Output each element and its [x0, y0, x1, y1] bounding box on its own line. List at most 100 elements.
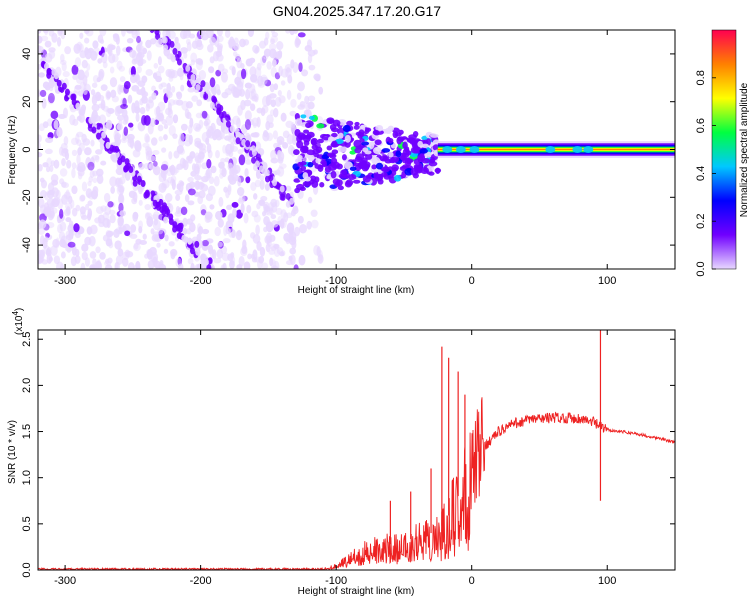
spectrogram-cell: [260, 56, 266, 66]
spectrogram-cell: [181, 100, 189, 111]
spectrogram-cell: [81, 59, 88, 69]
spectrogram-cell: [62, 107, 68, 119]
snr-panel: -300 -200 -100 0 100 0.0 0.5 1.0 1.5 2.0 2.5 Heig…: [7, 308, 676, 597]
spectrogram-cell: [150, 137, 158, 146]
spectrogram-cell: [375, 175, 383, 182]
spectrogram-cell: [147, 123, 154, 135]
y-tick-label: 0.5: [21, 516, 33, 531]
spectrogram-cell: [256, 116, 261, 128]
x-tick-label: -100: [325, 575, 347, 587]
spectrogram-cell: [322, 136, 330, 141]
spectrogram-cell: [175, 99, 184, 106]
spectrogram-cell: [95, 122, 101, 130]
spectrogram-cell: [40, 35, 49, 42]
spectrogram-cell: [249, 74, 258, 83]
spectrogram-cell: [38, 123, 45, 132]
spectrogram-cell: [278, 163, 287, 169]
spectrogram-cell: [76, 76, 84, 84]
spectrogram-cell: [62, 148, 69, 154]
spectrogram-cell: [59, 221, 67, 232]
spectrogram-cell: [165, 69, 172, 78]
spectrogram-cell: [144, 212, 151, 220]
spectrogram-cell: [401, 157, 408, 164]
spectrogram-cell: [128, 122, 134, 128]
spectrogram-cell: [316, 123, 325, 129]
colorbar-tick-label: 0.0: [695, 261, 707, 276]
spectrogram-cell: [200, 209, 207, 216]
spectrogram-cell: [301, 69, 309, 77]
spectrogram-cell: [275, 207, 283, 216]
spectrogram-cell: [369, 141, 376, 146]
spectrogram-cell: [79, 194, 86, 202]
spectrogram-cell: [330, 127, 339, 133]
spectrogram-cell: [115, 227, 123, 235]
spectrogram-cell: [98, 221, 105, 228]
spectrogram-cell: [133, 242, 139, 250]
spectrogram-cell: [172, 225, 178, 233]
spectrogram-cell: [60, 251, 66, 259]
spectrogram-cell: [181, 234, 187, 242]
spectrogram-cell: [286, 212, 293, 219]
spectrogram-cell: [224, 30, 231, 38]
spectrogram-cell: [204, 211, 213, 220]
spectrogram-cell: [281, 142, 289, 149]
spectrogram-cell: [206, 263, 212, 269]
spectrogram-cell: [132, 264, 141, 269]
spectrogram-cell: [299, 223, 307, 234]
spectrogram-cell: [250, 253, 255, 259]
spectrogram-cell: [71, 64, 79, 76]
y-tick-label: 20: [21, 96, 33, 108]
spectrogram-cell: [143, 14, 148, 21]
spectrogram-cell: [158, 83, 163, 90]
spectrogram-cell: [308, 64, 316, 71]
spectrogram-cell: [330, 170, 337, 179]
spectrogram-cell: [317, 138, 324, 144]
spectrogram-cell: [206, 143, 212, 154]
spectrogram-cell: [319, 182, 325, 188]
spectrogram-cell: [94, 261, 103, 269]
spectrogram-cell: [64, 208, 71, 217]
spectrogram-cell: [274, 169, 281, 176]
spectrogram-cell: [88, 235, 96, 247]
spectrogram-cell: [76, 41, 83, 51]
spectrogram-cell: [341, 154, 347, 161]
spectrogram-cell: [254, 160, 260, 168]
spectrogram-cell: [151, 23, 156, 30]
spectrogram-cell: [229, 125, 235, 133]
spectrogram-cell: [117, 248, 124, 257]
spectrogram-cell: [59, 59, 67, 65]
carrier-band: [437, 148, 675, 151]
spectrogram-cell: [215, 149, 220, 159]
spectrogram-cell: [352, 179, 361, 184]
spectrogram-cell: [178, 182, 184, 193]
spectrogram-cell: [210, 122, 216, 134]
spectrogram-cell: [216, 241, 223, 248]
spectrogram-cell: [107, 201, 114, 208]
spectrogram-cell: [132, 191, 138, 203]
spectrogram-cell: [258, 165, 264, 173]
spectrogram-cell: [109, 144, 115, 152]
spectrogram-cell: [131, 85, 140, 92]
spectrogram-cell: [313, 49, 318, 55]
spectrogram-cell: [215, 210, 223, 220]
spectrogram-cell: [167, 99, 176, 106]
spectrogram-cell: [203, 92, 209, 100]
spectrogram-cell: [239, 194, 246, 203]
spectrogram-cell: [135, 44, 142, 52]
spectrogram-cell: [61, 158, 66, 167]
spectrogram-cell: [268, 174, 274, 182]
spectrogram-heatmap: [38, 14, 675, 269]
spectrogram-cell: [84, 70, 90, 79]
spectrogram-cell: [362, 175, 371, 183]
spectrogram-cell: [86, 212, 92, 221]
spectrogram-cell: [172, 47, 178, 55]
spectrogram-cell: [254, 48, 259, 55]
spectrogram-cell: [175, 257, 183, 268]
spectrogram-cell: [411, 142, 417, 149]
spectrogram-cell: [310, 209, 318, 218]
spectrogram-cell: [168, 165, 174, 173]
spectrogram-cell: [153, 260, 161, 269]
spectrogram-cell: [243, 39, 250, 46]
spectrogram-cell: [111, 95, 119, 103]
